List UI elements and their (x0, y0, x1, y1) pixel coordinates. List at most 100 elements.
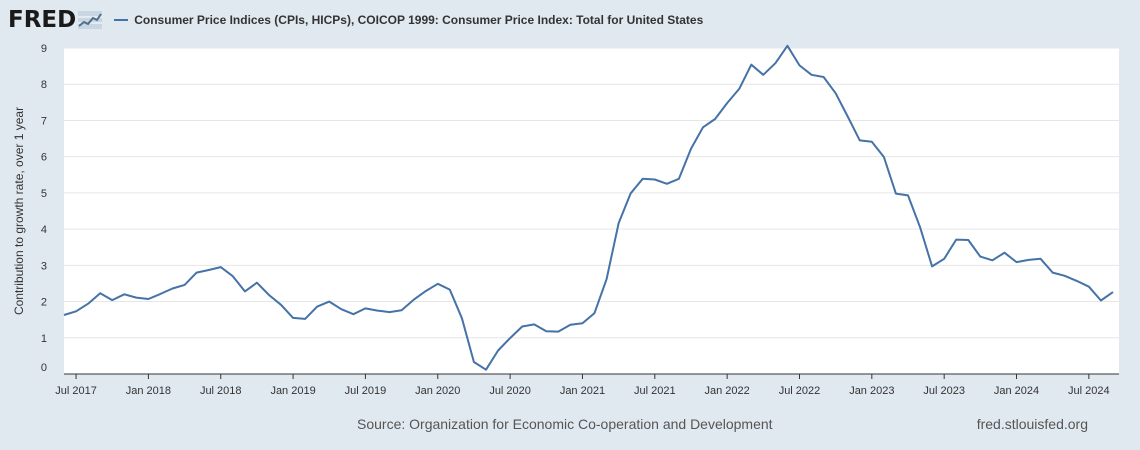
data-point[interactable] (735, 85, 743, 93)
data-point[interactable] (783, 42, 791, 50)
data-point[interactable] (759, 71, 767, 79)
fred-logo[interactable]: FRED (8, 7, 77, 33)
data-point[interactable] (1085, 283, 1093, 291)
data-point[interactable] (639, 175, 647, 183)
data-point[interactable] (856, 136, 864, 144)
data-point[interactable] (157, 290, 165, 298)
data-point[interactable] (699, 123, 707, 131)
data-point[interactable] (1001, 249, 1009, 257)
data-point[interactable] (422, 287, 430, 295)
data-point[interactable] (193, 269, 201, 277)
data-point[interactable] (470, 358, 478, 366)
data-point[interactable] (446, 286, 454, 294)
gridlines (64, 47, 1119, 339)
data-point[interactable] (1049, 269, 1057, 277)
data-point[interactable] (687, 145, 695, 153)
data-point[interactable] (1061, 272, 1069, 280)
x-tick-label: Jan 2019 (270, 385, 315, 397)
data-point[interactable] (494, 347, 502, 355)
data-point[interactable] (458, 314, 466, 322)
data-point[interactable] (325, 298, 333, 306)
data-point[interactable] (313, 303, 321, 311)
data-point[interactable] (229, 272, 237, 280)
data-point[interactable] (84, 300, 92, 308)
data-point[interactable] (217, 263, 225, 271)
data-point[interactable] (651, 176, 659, 184)
data-point[interactable] (603, 275, 611, 283)
data-point[interactable] (916, 223, 924, 231)
data-point[interactable] (880, 153, 888, 161)
data-point[interactable] (615, 219, 623, 227)
data-point[interactable] (410, 296, 418, 304)
data-point[interactable] (265, 291, 273, 299)
data-point[interactable] (277, 301, 285, 309)
data-point[interactable] (747, 61, 755, 69)
data-point[interactable] (892, 190, 900, 198)
series-line[interactable] (63, 44, 1114, 371)
data-point[interactable] (976, 253, 984, 261)
legend[interactable]: Consumer Price Indices (CPIs, HICPs), CO… (114, 13, 703, 27)
data-point[interactable] (579, 319, 587, 327)
data-point[interactable] (374, 307, 382, 315)
data-point[interactable] (566, 321, 574, 329)
data-point[interactable] (1109, 288, 1117, 296)
site-link[interactable]: fred.stlouisfed.org (976, 416, 1088, 432)
data-point[interactable] (1037, 255, 1045, 263)
data-point[interactable] (108, 296, 116, 304)
data-point[interactable] (434, 280, 442, 288)
data-point[interactable] (96, 289, 104, 297)
data-point[interactable] (253, 279, 261, 287)
data-point[interactable] (627, 189, 635, 197)
data-point[interactable] (808, 71, 816, 79)
data-point[interactable] (964, 236, 972, 244)
data-point[interactable] (723, 99, 731, 107)
data-point[interactable] (506, 334, 514, 342)
data-point[interactable] (132, 294, 140, 302)
data-point[interactable] (60, 311, 68, 319)
data-point[interactable] (181, 281, 189, 289)
data-point[interactable] (337, 305, 345, 313)
y-tick-label: 9 (41, 43, 47, 55)
x-tick-label: Jul 2022 (779, 385, 821, 397)
data-point[interactable] (554, 328, 562, 336)
data-point[interactable] (1025, 256, 1033, 264)
data-point[interactable] (711, 115, 719, 123)
data-point[interactable] (1013, 258, 1021, 266)
data-point[interactable] (591, 309, 599, 317)
data-point[interactable] (1073, 277, 1081, 285)
data-point[interactable] (72, 307, 80, 315)
data-point[interactable] (518, 323, 526, 331)
data-point[interactable] (988, 256, 996, 264)
data-point[interactable] (844, 113, 852, 121)
data-point[interactable] (940, 255, 948, 263)
data-point[interactable] (120, 290, 128, 298)
data-point[interactable] (663, 180, 671, 188)
data-point[interactable] (386, 308, 394, 316)
line-chart[interactable]: 0 1 2 3 4 5 6 7 8 9 Jul 2017 Jan 2018 Jul 2018 Jan 2… (0, 0, 1140, 410)
data-point[interactable] (1097, 297, 1105, 305)
data-point[interactable] (904, 191, 912, 199)
data-point[interactable] (796, 61, 804, 69)
data-point[interactable] (361, 304, 369, 312)
data-point[interactable] (542, 327, 550, 335)
data-point[interactable] (530, 320, 538, 328)
data-point[interactable] (169, 285, 177, 293)
data-point[interactable] (205, 266, 213, 274)
data-point[interactable] (832, 89, 840, 97)
x-tick-label: Jul 2024 (1068, 385, 1110, 397)
data-point[interactable] (928, 262, 936, 270)
data-point[interactable] (771, 59, 779, 67)
data-point[interactable] (952, 236, 960, 244)
data-point[interactable] (868, 138, 876, 146)
data-point[interactable] (301, 315, 309, 323)
data-point[interactable] (820, 73, 828, 81)
data-point[interactable] (398, 306, 406, 314)
data-point[interactable] (482, 366, 490, 374)
data-point[interactable] (289, 314, 297, 322)
data-point[interactable] (144, 295, 152, 303)
data-point[interactable] (241, 287, 249, 295)
x-axis-ticks: Jul 2017 Jan 2018 Jul 2018 Jan 2019 Jul 2019… (55, 374, 1110, 397)
data-point[interactable] (675, 175, 683, 183)
y-tick-label: 8 (41, 79, 47, 91)
data-point[interactable] (349, 310, 357, 318)
